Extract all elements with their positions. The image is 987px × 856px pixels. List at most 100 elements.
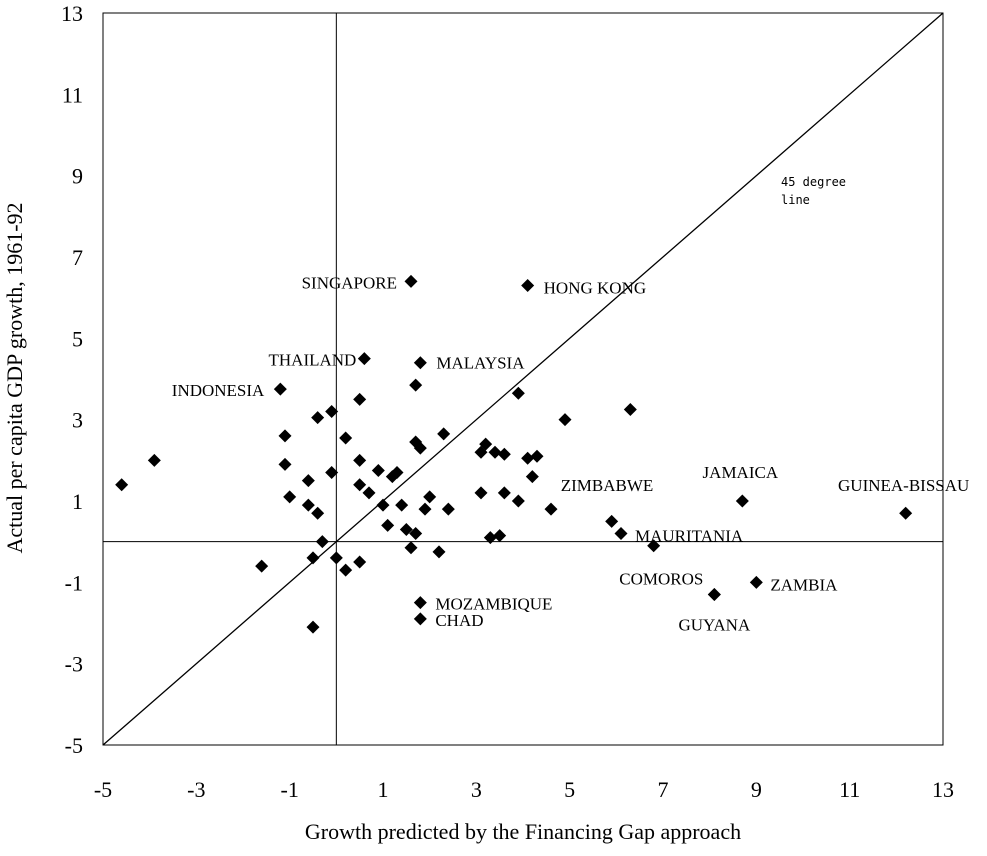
data-point-marker [647, 539, 661, 553]
plot-frame [102, 12, 944, 746]
data-point-marker [329, 551, 343, 565]
data-point-marker [306, 551, 320, 565]
point-label: ZAMBIA [770, 575, 838, 594]
x-tick-label: -1 [281, 777, 299, 802]
data-point-marker [544, 502, 558, 516]
data-point-marker [474, 486, 488, 500]
axis-lines [103, 13, 943, 745]
data-point-marker [339, 431, 353, 445]
data-point-marker [409, 378, 423, 392]
data-point-marker [530, 449, 544, 463]
data-point-marker [404, 274, 418, 288]
data-point-marker [255, 559, 269, 573]
data-point-marker [558, 413, 572, 427]
y-tick-label: 5 [72, 326, 83, 351]
data-point-marker [283, 490, 297, 504]
point-label: GUINEA-BISSAU [838, 476, 969, 495]
y-axis-title: Actual per capita GDP growth, 1961-92 [2, 202, 27, 553]
point-label: GUYANA [678, 616, 751, 635]
data-point-marker [390, 466, 404, 480]
data-point-marker [521, 451, 535, 465]
x-axis-tick-labels: -5 -3 -1 1 3 5 7 9 11 13 [94, 777, 954, 802]
point-label: ZIMBABWE [561, 476, 654, 495]
x-tick-label: 3 [471, 777, 482, 802]
x-tick-label: 13 [932, 777, 954, 802]
data-point-marker [381, 518, 395, 532]
reference-line-label-line1: 45 degree [781, 175, 846, 189]
point-label: MOZAMBIQUE [435, 595, 552, 614]
data-point-marker [483, 531, 497, 545]
data-point-marker [511, 386, 525, 400]
data-point-marker [311, 506, 325, 520]
data-point-marker [147, 453, 161, 467]
x-axis-title: Growth predicted by the Financing Gap ap… [305, 819, 741, 844]
data-point-marker [409, 527, 423, 541]
x-tick-label: -5 [94, 777, 112, 802]
y-tick-label: -3 [65, 652, 83, 677]
point-label: THAILAND [269, 351, 357, 370]
data-point-marker [273, 382, 287, 396]
data-point-marker [707, 588, 721, 602]
data-point-marker [521, 278, 535, 292]
data-point-marker [306, 620, 320, 634]
x-tick-label: 5 [564, 777, 575, 802]
data-point-marker [278, 457, 292, 471]
data-point-marker [278, 429, 292, 443]
data-point-marker [413, 612, 427, 626]
data-point-marker [605, 514, 619, 528]
data-point-marker [353, 392, 367, 406]
data-point-marker [376, 498, 390, 512]
data-point-marker [395, 498, 409, 512]
x-tick-label: 1 [378, 777, 389, 802]
data-points [115, 274, 913, 634]
y-tick-label: 3 [72, 408, 83, 433]
data-point-marker [362, 486, 376, 500]
data-point-marker [325, 466, 339, 480]
y-tick-label: 1 [72, 489, 83, 514]
data-point-marker [371, 464, 385, 477]
data-point-marker [735, 494, 749, 508]
x-tick-label: 11 [839, 777, 860, 802]
x-tick-label: -3 [187, 777, 205, 802]
data-point-marker [525, 470, 539, 484]
data-point-marker [511, 494, 525, 508]
data-point-marker [432, 545, 446, 559]
data-point-marker [311, 411, 325, 425]
data-point-marker [441, 502, 455, 516]
y-tick-label: -5 [65, 733, 83, 758]
point-label: COMOROS [619, 570, 703, 589]
point-label: MALAYSIA [436, 354, 525, 373]
data-point-marker [479, 437, 493, 451]
data-point-marker [497, 447, 511, 461]
reference-line-label-line2: line [781, 193, 810, 207]
point-label: CHAD [435, 611, 483, 630]
data-point-marker [413, 356, 427, 370]
data-point-marker [353, 453, 367, 467]
data-point-marker [339, 563, 353, 577]
data-point-marker [413, 441, 427, 455]
data-point-marker [437, 427, 451, 441]
data-point-marker [749, 575, 763, 589]
y-tick-label: 13 [61, 1, 83, 26]
data-point-marker [497, 486, 511, 500]
data-point-marker [301, 474, 315, 488]
data-point-marker [899, 506, 913, 520]
data-point-marker [413, 596, 427, 610]
x-tick-label: 9 [751, 777, 762, 802]
data-point-marker [423, 490, 437, 504]
data-point-marker [353, 555, 367, 569]
data-point-marker [115, 478, 129, 492]
data-point-marker [623, 403, 637, 416]
data-point-marker [399, 522, 413, 536]
data-point-marker [488, 445, 502, 459]
data-point-marker [325, 405, 339, 419]
data-point-marker [315, 535, 329, 549]
45-degree-reference-line [102, 12, 944, 746]
x-tick-label: 7 [658, 777, 669, 802]
y-tick-label: 9 [72, 164, 83, 189]
y-tick-label: 7 [72, 245, 83, 270]
point-label: INDONESIA [172, 381, 265, 400]
y-tick-label: 11 [62, 82, 83, 107]
data-point-marker [357, 352, 371, 366]
